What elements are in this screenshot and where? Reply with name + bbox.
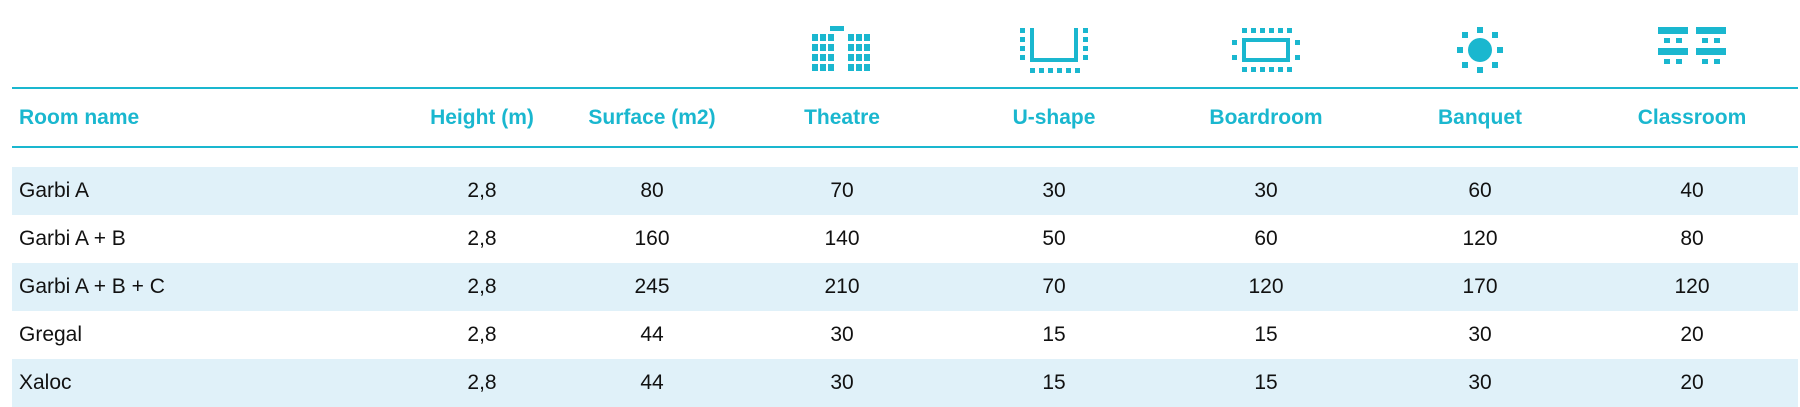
height-cell: 2,8 [467,179,497,202]
height-cell: 2,8 [467,323,497,346]
surface-cell: 44 [640,323,664,346]
classroom-icon [1652,22,1732,78]
theatre-cell: 30 [830,323,854,346]
banquet-icon [1440,22,1520,78]
header-theatre: Theatre [804,106,880,129]
room-name-cell: Garbi A + B + C [19,275,165,298]
u-shape-cell: 30 [1042,179,1066,202]
theatre-cell: 30 [830,371,854,394]
boardroom-cell: 15 [1254,323,1278,346]
header-room-name: Room name [19,106,140,129]
boardroom-cell: 30 [1254,179,1278,202]
boardroom-icon [1226,22,1306,78]
table-row: Gregal 2,8 44 30 15 15 30 20 [12,311,1798,359]
layout-icons-row [0,22,1800,78]
u-shape-cell: 15 [1042,371,1066,394]
classroom-cell: 20 [1680,371,1704,394]
header-height: Height (m) [430,106,534,129]
header-banquet: Banquet [1438,106,1522,129]
header-bottom-rule [12,146,1798,148]
u-shape-cell: 50 [1042,227,1066,250]
table-body: Garbi A 2,8 80 70 30 30 60 40 Garbi A + … [12,167,1798,407]
theatre-cell: 210 [824,275,860,298]
banquet-cell: 170 [1462,275,1498,298]
boardroom-cell: 15 [1254,371,1278,394]
banquet-cell: 60 [1468,179,1492,202]
table-row: Garbi A + B + C 2,8 245 210 70 120 170 1… [12,263,1798,311]
table-header: Room name Height (m) Surface (m2) Theatr… [12,89,1798,146]
header-classroom: Classroom [1637,106,1747,129]
boardroom-cell: 60 [1254,227,1278,250]
table-row: Xaloc 2,8 44 30 15 15 30 20 [12,359,1798,407]
surface-cell: 245 [634,275,670,298]
room-name-cell: Gregal [19,323,83,346]
header-top-rule [12,87,1798,89]
header-surface: Surface (m2) [588,106,716,129]
theatre-icon [802,22,882,78]
surface-cell: 44 [640,371,664,394]
theatre-cell: 140 [824,227,860,250]
room-name-cell: Garbi A + B [19,227,126,250]
room-name-cell: Xaloc [19,371,72,394]
u-shape-cell: 15 [1042,323,1066,346]
classroom-cell: 20 [1680,323,1704,346]
boardroom-cell: 120 [1248,275,1284,298]
theatre-cell: 70 [830,179,854,202]
banquet-cell: 30 [1468,371,1492,394]
height-cell: 2,8 [467,227,497,250]
surface-cell: 160 [634,227,670,250]
table-row: Garbi A 2,8 80 70 30 30 60 40 [12,167,1798,215]
u-shape-cell: 70 [1042,275,1066,298]
header-u-shape: U-shape [1012,106,1096,129]
table-row: Garbi A + B 2,8 160 140 50 60 120 80 [12,215,1798,263]
banquet-cell: 30 [1468,323,1492,346]
surface-cell: 80 [640,179,664,202]
height-cell: 2,8 [467,371,497,394]
banquet-cell: 120 [1462,227,1498,250]
height-cell: 2,8 [467,275,497,298]
u-shape-icon [1014,22,1094,78]
classroom-cell: 120 [1674,275,1710,298]
room-name-cell: Garbi A [19,179,90,202]
header-boardroom: Boardroom [1209,106,1323,129]
classroom-cell: 80 [1680,227,1704,250]
classroom-cell: 40 [1680,179,1704,202]
